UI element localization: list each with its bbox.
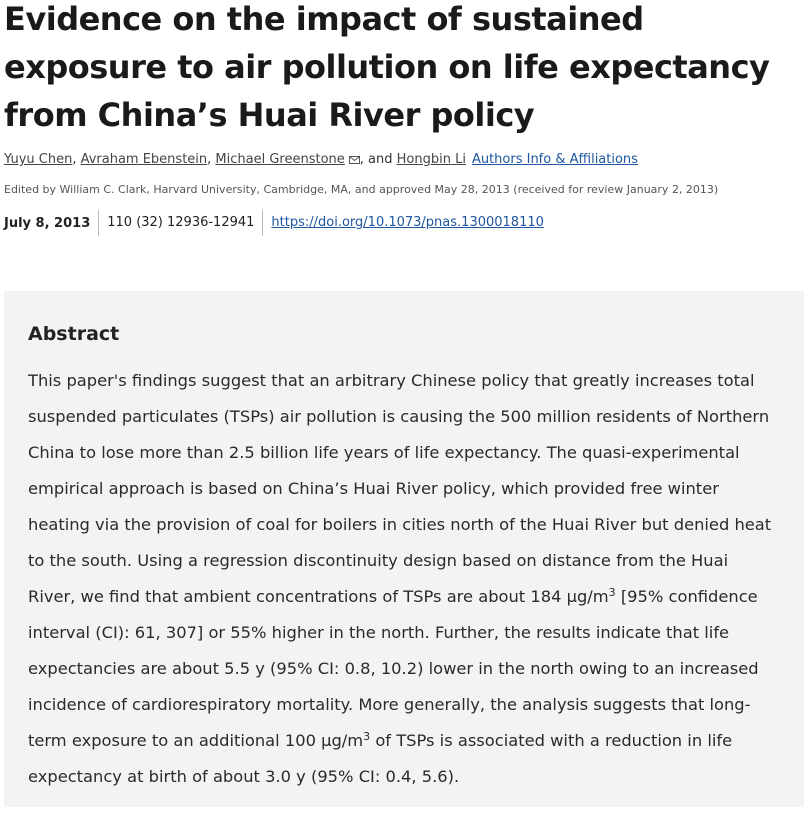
superscript: 3 [608, 586, 616, 599]
author-link[interactable]: Hongbin Li [396, 152, 466, 167]
abstract-text-part: This paper's findings suggest that an ar… [28, 371, 772, 606]
doi-link[interactable]: https://doi.org/10.1073/pnas.1300018110 [262, 210, 544, 236]
abstract-text-part: [95% confidence interval (CI): 61, 307] … [28, 587, 759, 750]
abstract-heading: Abstract [28, 323, 120, 345]
envelope-icon[interactable] [348, 151, 360, 164]
article-title: Evidence on the impact of sustained expo… [4, 0, 770, 134]
author-list: Yuyu Chen, Avraham Ebenstein, Michael Gr… [4, 150, 804, 170]
citation-info: 110 (32) 12936-12941 [98, 210, 262, 236]
superscript: 3 [363, 730, 371, 743]
publication-date: July 8, 2013 [4, 215, 91, 231]
author-separator: , [72, 152, 81, 167]
author-separator: , [207, 152, 216, 167]
editorial-note: Edited by William C. Clark, Harvard Univ… [4, 183, 719, 196]
author-link[interactable]: Michael Greenstone [215, 152, 345, 167]
publication-meta: July 8, 2013 110 (32) 12936-12941 https:… [4, 210, 544, 236]
author-link[interactable]: Yuyu Chen [4, 152, 73, 167]
author-separator: , and [359, 152, 397, 167]
abstract-text: This paper's findings suggest that an ar… [28, 363, 780, 795]
abstract-text-part: of TSPs is associated with a reduction i… [28, 731, 733, 786]
abstract-section: Abstract This paper's findings suggest t… [4, 291, 804, 807]
author-link[interactable]: Avraham Ebenstein [80, 152, 208, 167]
authors-affiliations-link[interactable]: Authors Info & Affiliations [471, 152, 638, 167]
